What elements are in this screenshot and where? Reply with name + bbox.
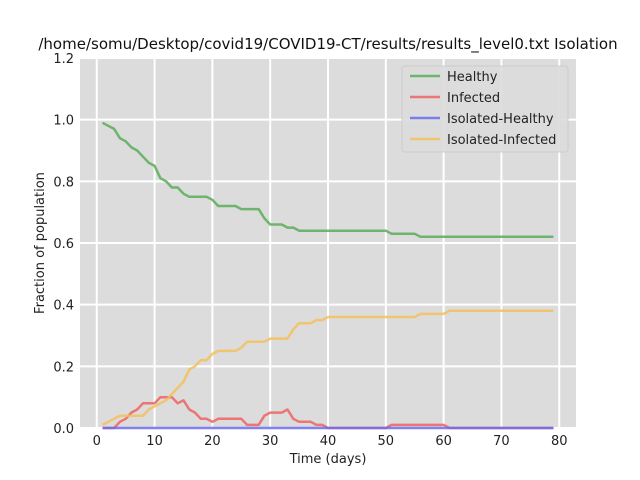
legend-box (401, 65, 569, 153)
chart-title: /home/somu/Desktop/covid19/COVID19-CT/re… (38, 35, 617, 54)
x-tick-label: 20 (204, 434, 221, 449)
series-layer (101, 121, 554, 430)
legend: Healthy Infected Isolated-Healthy Isolated-… (401, 65, 569, 153)
x-tick-label: 80 (551, 434, 568, 449)
x-tick-label: 30 (262, 434, 279, 449)
x-tick-label: 10 (146, 434, 163, 449)
y-tick-label: 0.6 (53, 237, 74, 252)
x-tick-label: 0 (93, 434, 101, 449)
legend-label-isolated-healthy: Isolated-Healthy (447, 112, 554, 127)
x-tick-label: 70 (493, 434, 510, 449)
y-tick-label: 0.8 (53, 175, 74, 190)
x-tick-label: 60 (435, 434, 452, 449)
y-tick-label: 0.4 (53, 299, 74, 314)
legend-label-infected: Infected (447, 91, 500, 106)
series-line-healthy (101, 121, 554, 239)
y-axis-label: Fraction of population (33, 172, 48, 314)
y-tick-label: 1.0 (53, 114, 74, 129)
x-tick-label: 40 (320, 434, 337, 449)
legend-label-healthy: Healthy (447, 70, 498, 85)
legend-label-isolated-infected: Isolated-Infected (447, 133, 556, 148)
x-axis-label: Time (days) (289, 452, 367, 467)
series-line-isolated-infected (101, 309, 554, 427)
axis-ticks: 0 10 20 30 40 50 60 70 80 0.0 0.2 0.4 0.6 0.8 1.0 1.2 (53, 52, 567, 449)
y-tick-label: 0.0 (53, 422, 74, 437)
y-tick-label: 0.2 (53, 360, 74, 375)
x-tick-label: 50 (378, 434, 395, 449)
y-tick-label: 1.2 (53, 52, 74, 67)
